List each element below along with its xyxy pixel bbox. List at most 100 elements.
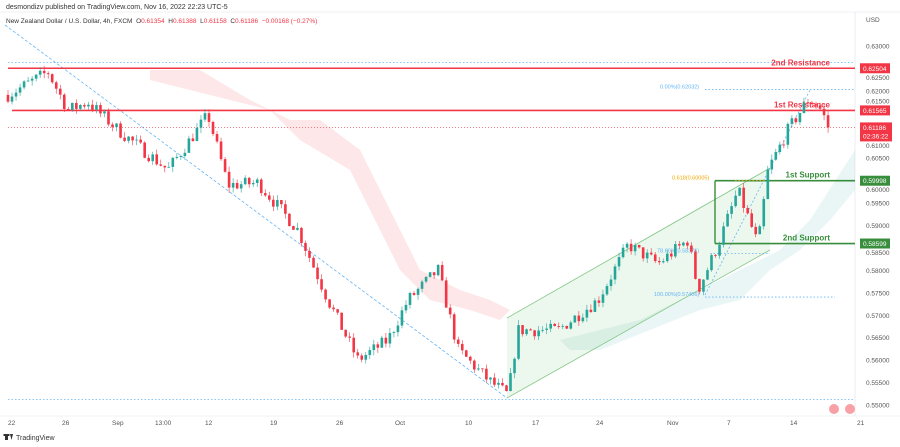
candle-body (54, 82, 58, 89)
candle-body (107, 111, 110, 125)
candle-body (175, 156, 179, 158)
price-tag-value: 0.62504 (863, 66, 887, 73)
candle-body (251, 182, 255, 185)
price-tag-value: 0.61565 (863, 108, 887, 115)
time-tick-label: 26 (62, 420, 70, 427)
resistance-label: 2nd Resistance (771, 58, 830, 67)
candle-body (674, 244, 677, 257)
candle-body (376, 344, 380, 348)
candle-body (541, 329, 544, 331)
candle-body (513, 358, 516, 374)
candle-body (380, 337, 384, 348)
candle-body (91, 104, 94, 110)
candle-body (30, 78, 34, 81)
price-tick-label: 0.61500 (866, 98, 890, 105)
price-tick-label: 0.57500 (866, 290, 890, 297)
candle-body (537, 330, 540, 337)
fib-level-label: 78.60%(0.58376) (657, 249, 699, 255)
price-tag-value: 0.58599 (863, 241, 887, 248)
candle-body (207, 113, 211, 122)
ichimoku-cloud-bullish (560, 150, 855, 350)
candle-body (372, 344, 376, 351)
candle-body (404, 304, 408, 311)
candle-body (14, 92, 18, 97)
event-flags[interactable] (829, 404, 855, 414)
close-value: 0.61186 (235, 18, 259, 25)
candle-body (292, 226, 295, 230)
candle-body (127, 136, 130, 141)
candle-body (352, 337, 356, 353)
price-tick-label: 0.59500 (866, 201, 890, 208)
candle-body (272, 199, 275, 207)
open-value: 0.61354 (141, 18, 165, 25)
candle-body (215, 133, 219, 142)
candle-body (356, 352, 360, 356)
time-tick-label: 21 (857, 420, 865, 427)
candle-body (18, 87, 22, 93)
candle-body (42, 70, 46, 74)
price-tick-label: 0.55000 (866, 403, 890, 410)
candle-body (348, 336, 351, 338)
candle-body (698, 278, 701, 292)
candle-body (505, 385, 508, 392)
price-tick-label: 0.62500 (866, 75, 890, 82)
h-label: H (168, 18, 173, 25)
price-tick-label: 0.60500 (866, 156, 890, 163)
candle-body (464, 350, 468, 357)
candle-body (223, 159, 227, 172)
candle-body (384, 337, 388, 344)
candle-body (456, 339, 460, 344)
candle-body (758, 226, 762, 235)
candle-body (308, 250, 311, 258)
candle-body (235, 182, 239, 189)
candle-body (83, 104, 86, 107)
published-line: desmondizv published on TradingView.com,… (6, 4, 228, 11)
l-label: L (200, 18, 204, 25)
candle-body (489, 377, 492, 380)
candle-body (601, 294, 605, 303)
candle-body (432, 272, 436, 276)
candle-body (782, 144, 786, 146)
c-label: C (230, 18, 236, 25)
support-label: 1st Support (786, 171, 831, 180)
candle-body (493, 377, 496, 385)
candle-body (151, 154, 155, 162)
candle-body (67, 109, 70, 110)
resistance-label: 1st Resistance (774, 100, 831, 109)
candle-body (50, 74, 54, 83)
candle-body (818, 105, 822, 109)
candle-body (557, 326, 561, 327)
candle-body (734, 195, 737, 207)
candle-body (706, 270, 709, 280)
channel-lower (506, 249, 771, 399)
candle-body (268, 195, 271, 200)
candle-body (754, 226, 758, 235)
candle-body (324, 289, 327, 300)
candle-body (710, 255, 713, 271)
candle-body (163, 165, 167, 168)
candle-body (428, 272, 432, 277)
candle-body (653, 254, 657, 262)
candle-body (485, 368, 488, 380)
candle-body (645, 252, 649, 259)
price-tag (860, 105, 890, 116)
candle-body (661, 261, 665, 263)
time-tick-label: Nov (667, 420, 679, 427)
time-tick-label: 19 (270, 420, 278, 427)
candle-body (400, 310, 404, 326)
candle-body (629, 243, 633, 252)
candle-body (187, 138, 191, 153)
time-tick-label: 10 (465, 420, 473, 427)
price-tick-label: 0.63000 (866, 44, 890, 51)
candle-body (284, 204, 287, 214)
us-flag-icon[interactable] (845, 404, 855, 414)
price-tick-label: 0.57000 (866, 313, 890, 320)
candle-body (58, 88, 62, 95)
candle-body (613, 266, 617, 280)
price-tick-label: 0.56000 (866, 358, 890, 365)
candle-body (497, 382, 500, 385)
us-flag-icon[interactable] (829, 404, 839, 414)
candle-body (195, 127, 199, 142)
